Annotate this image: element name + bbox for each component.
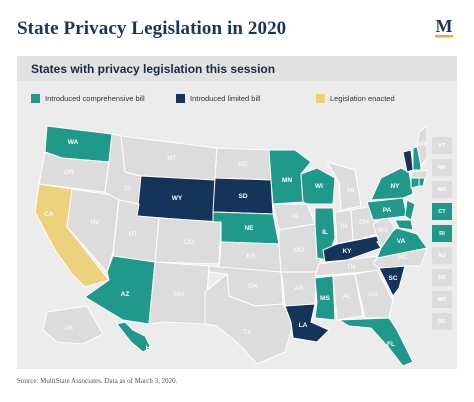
state-MA bbox=[410, 169, 427, 179]
legend-item-enacted: Legislation enacted bbox=[316, 94, 395, 103]
small-state-box: RI bbox=[432, 225, 452, 242]
multistate-logo: M bbox=[435, 16, 453, 38]
label-IA: IA bbox=[292, 213, 299, 220]
label-NY: NY bbox=[390, 183, 400, 190]
label-GA: GA bbox=[368, 291, 378, 298]
small-state-box: MA bbox=[432, 181, 452, 198]
label-TX: TX bbox=[243, 329, 252, 336]
label-IL: IL bbox=[322, 229, 328, 236]
state-HI bbox=[116, 321, 152, 353]
label-ND: ND bbox=[238, 161, 248, 168]
label-NE: NE bbox=[244, 225, 254, 232]
label-ME: ME bbox=[418, 141, 427, 148]
state-NM bbox=[148, 261, 210, 325]
state-MS bbox=[314, 275, 336, 321]
label-MI: MI bbox=[347, 187, 354, 194]
label-NM: NM bbox=[174, 291, 184, 298]
state-LA bbox=[284, 303, 330, 343]
label-MN: MN bbox=[282, 177, 292, 184]
legend-swatch-comprehensive bbox=[31, 94, 40, 103]
label-KS: KS bbox=[247, 253, 256, 260]
legend-label-enacted: Legislation enacted bbox=[330, 94, 395, 103]
label-NC: NC bbox=[398, 254, 408, 261]
label-OH: OH bbox=[359, 219, 369, 226]
small-state-box: VT bbox=[432, 137, 452, 154]
state-AK bbox=[42, 305, 104, 345]
panel-subtitle: States with privacy legislation this ses… bbox=[31, 62, 276, 76]
label-KY: KY bbox=[342, 248, 352, 255]
label-AZ: AZ bbox=[121, 291, 130, 298]
state-GA bbox=[354, 269, 394, 319]
state-TX bbox=[204, 273, 294, 365]
state-ME bbox=[416, 125, 427, 167]
state-VT bbox=[402, 149, 414, 173]
label-WA: WA bbox=[68, 139, 79, 146]
small-states-column: VT NH MA CT RI NJ DE MD DC bbox=[432, 137, 452, 335]
label-UT: UT bbox=[129, 231, 138, 238]
us-map: WA OR CA NV ID MT WY UT AZ CO NM ND SD N… bbox=[34, 125, 427, 367]
label-ID: ID bbox=[124, 185, 131, 192]
legend-swatch-limited bbox=[176, 94, 185, 103]
logo-letter: M bbox=[436, 16, 453, 36]
small-state-box: DE bbox=[432, 269, 452, 286]
label-SC: SC bbox=[388, 275, 397, 282]
label-WV: WV bbox=[378, 227, 389, 234]
legend-item-comprehensive: Introduced comprehensive bill bbox=[31, 94, 145, 103]
label-MO: MO bbox=[294, 247, 304, 254]
legend-item-limited: Introduced limited bill bbox=[176, 94, 260, 103]
state-FL bbox=[338, 317, 414, 367]
page-title: State Privacy Legislation in 2020 bbox=[17, 18, 287, 39]
state-MI bbox=[326, 161, 362, 211]
legend-label-comprehensive: Introduced comprehensive bill bbox=[45, 94, 145, 103]
label-HI: HI bbox=[146, 345, 153, 352]
label-MS: MS bbox=[320, 295, 330, 302]
label-LA: LA bbox=[299, 322, 308, 329]
label-IN: IN bbox=[341, 223, 348, 230]
label-VA: VA bbox=[397, 238, 406, 245]
label-MT: MT bbox=[167, 155, 176, 162]
state-NJ bbox=[404, 199, 416, 221]
state-MD bbox=[394, 219, 414, 231]
state-RI bbox=[418, 177, 426, 187]
state-NY bbox=[370, 167, 414, 201]
legend-label-limited: Introduced limited bill bbox=[190, 94, 261, 103]
label-TN: TN bbox=[347, 264, 356, 271]
label-PA: PA bbox=[383, 207, 392, 214]
state-CT bbox=[410, 177, 420, 189]
small-state-box: CT bbox=[432, 203, 452, 220]
label-SD: SD bbox=[238, 193, 247, 200]
label-CA: CA bbox=[44, 211, 54, 218]
label-NV: NV bbox=[90, 219, 100, 226]
small-state-box: MD bbox=[432, 291, 452, 308]
state-AL bbox=[332, 273, 364, 321]
label-OK: OK bbox=[248, 283, 258, 290]
state-WI bbox=[300, 167, 336, 205]
logo-underline bbox=[435, 35, 453, 38]
small-state-box: NJ bbox=[432, 247, 452, 264]
label-AR: AR bbox=[294, 285, 303, 292]
label-WY: WY bbox=[172, 195, 183, 202]
label-AK: AK bbox=[65, 325, 74, 332]
state-NC bbox=[372, 247, 427, 269]
legend-swatch-enacted bbox=[316, 94, 325, 103]
label-FL: FL bbox=[387, 341, 395, 348]
panel-header bbox=[17, 56, 457, 81]
label-OR: OR bbox=[64, 169, 74, 176]
small-state-box: DC bbox=[432, 313, 452, 330]
label-CO: CO bbox=[184, 239, 194, 246]
source-note: Source: MultiState Associates. Data as o… bbox=[17, 377, 178, 385]
label-WI: WI bbox=[315, 183, 323, 190]
small-state-box: NH bbox=[432, 159, 452, 176]
label-AL: AL bbox=[343, 293, 351, 300]
